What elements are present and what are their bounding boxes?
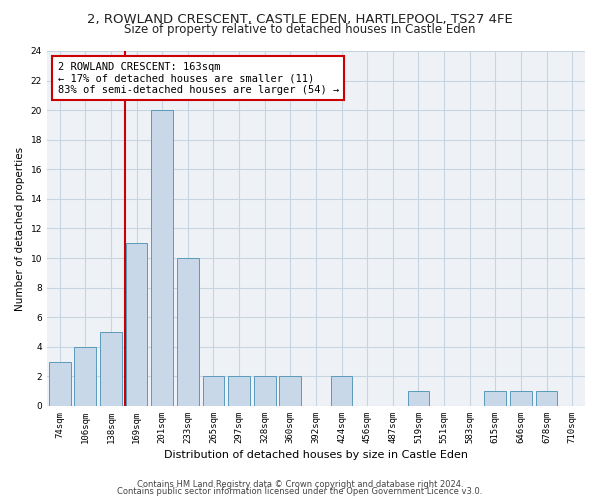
- Text: Contains public sector information licensed under the Open Government Licence v3: Contains public sector information licen…: [118, 487, 482, 496]
- Bar: [407, 391, 430, 406]
- Text: 2 ROWLAND CRESCENT: 163sqm
← 17% of detached houses are smaller (11)
83% of semi: 2 ROWLAND CRESCENT: 163sqm ← 17% of deta…: [58, 62, 339, 95]
- Bar: [228, 376, 250, 406]
- Bar: [536, 391, 557, 406]
- Y-axis label: Number of detached properties: Number of detached properties: [15, 146, 25, 310]
- Text: Size of property relative to detached houses in Castle Eden: Size of property relative to detached ho…: [124, 22, 476, 36]
- Bar: [177, 258, 199, 406]
- Text: Contains HM Land Registry data © Crown copyright and database right 2024.: Contains HM Land Registry data © Crown c…: [137, 480, 463, 489]
- Bar: [280, 376, 301, 406]
- Bar: [484, 391, 506, 406]
- Bar: [49, 362, 71, 406]
- Bar: [203, 376, 224, 406]
- Bar: [74, 347, 96, 406]
- X-axis label: Distribution of detached houses by size in Castle Eden: Distribution of detached houses by size …: [164, 450, 468, 460]
- Bar: [331, 376, 352, 406]
- Bar: [100, 332, 122, 406]
- Bar: [126, 244, 148, 406]
- Bar: [510, 391, 532, 406]
- Bar: [254, 376, 275, 406]
- Text: 2, ROWLAND CRESCENT, CASTLE EDEN, HARTLEPOOL, TS27 4FE: 2, ROWLAND CRESCENT, CASTLE EDEN, HARTLE…: [87, 12, 513, 26]
- Bar: [151, 110, 173, 406]
